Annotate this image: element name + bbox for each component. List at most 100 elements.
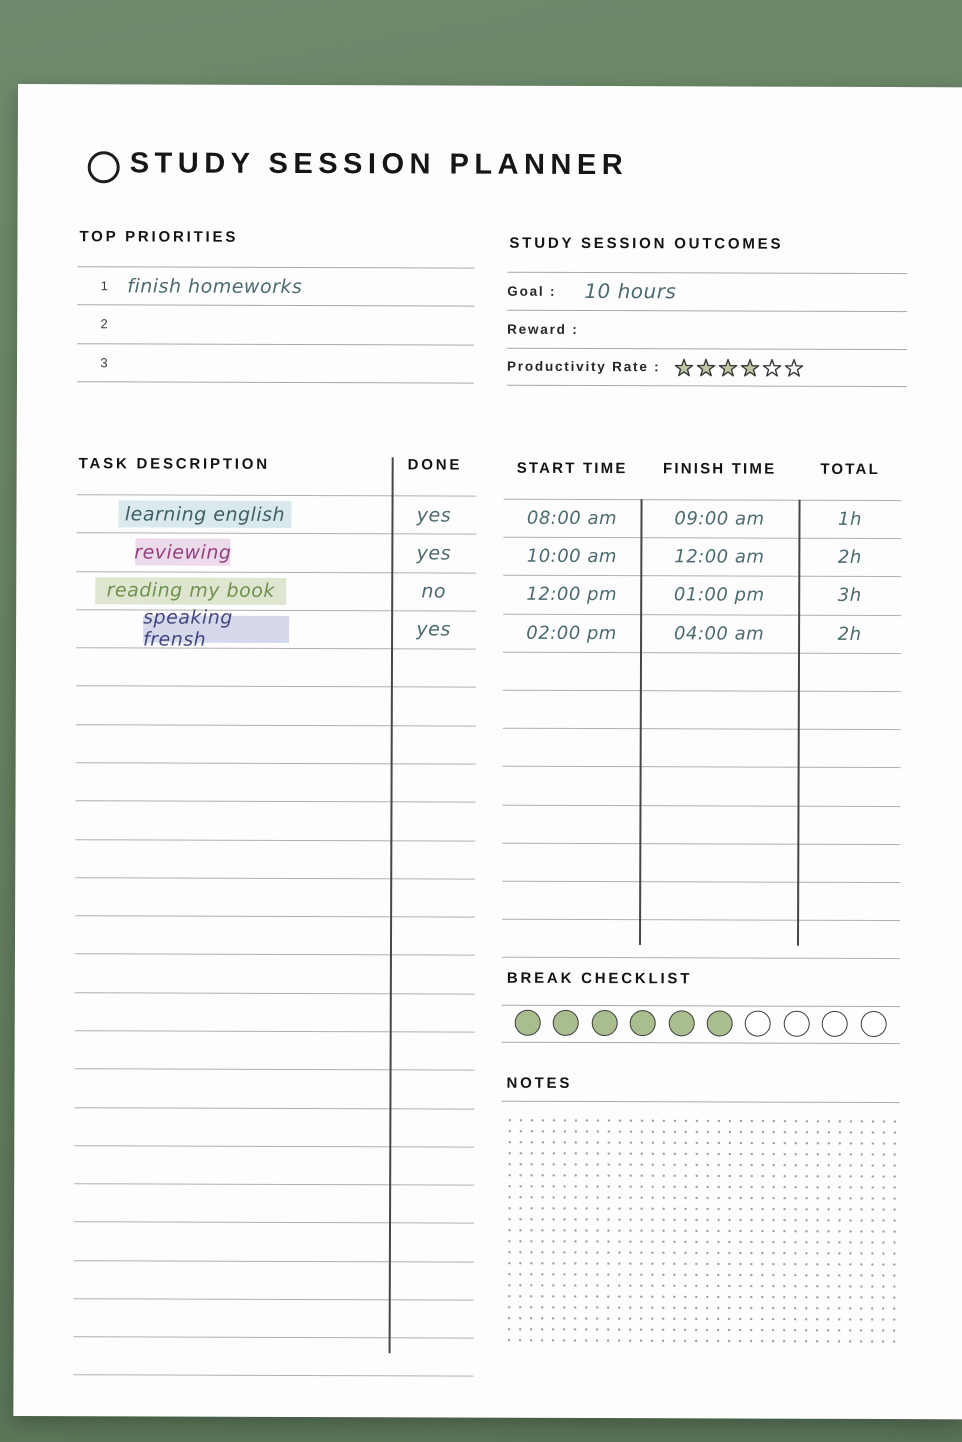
break-circle-empty[interactable] <box>745 1010 772 1037</box>
time-row[interactable]: 02:00 pm 04:00 am 2h <box>503 614 902 654</box>
star-empty-icon[interactable] <box>784 358 804 378</box>
time-row[interactable]: 10:00 am 12:00 am 2h <box>503 537 902 578</box>
planner-page: STUDY SESSION PLANNER TOP PRIORITIES 1 fi… <box>13 84 962 1420</box>
task-highlight: speaking frensh <box>143 607 290 651</box>
time-row-empty[interactable] <box>502 805 901 845</box>
star-filled-icon[interactable] <box>696 357 716 377</box>
productivity-label: Productivity Rate : <box>506 359 661 375</box>
task-row-empty[interactable] <box>74 1145 475 1186</box>
star-filled-icon[interactable] <box>718 357 738 377</box>
task-highlight: reviewing <box>134 538 231 567</box>
break-rule-bottom <box>501 1041 900 1045</box>
task-row[interactable]: speaking frensh yes <box>76 607 477 651</box>
task-row-empty[interactable] <box>73 1337 474 1378</box>
total-heading: TOTAL <box>820 460 880 479</box>
task-row[interactable]: reviewing yes <box>76 533 477 574</box>
outcomes-heading: STUDY SESSION OUTCOMES <box>509 234 784 253</box>
priority-text: finish homeworks <box>127 275 303 298</box>
task-row-empty[interactable] <box>75 763 476 803</box>
task-done-value: yes <box>416 504 452 527</box>
task-row-empty[interactable] <box>73 1299 474 1339</box>
task-highlight: learning english <box>118 500 292 529</box>
time-total: 3h <box>837 585 862 607</box>
reward-row[interactable]: Reward : <box>507 310 908 350</box>
task-done-value: yes <box>416 618 451 641</box>
time-row-empty[interactable] <box>502 690 901 731</box>
break-circle-filled[interactable] <box>706 1010 733 1037</box>
task-row-empty[interactable] <box>74 1184 475 1224</box>
break-circle-empty[interactable] <box>860 1010 887 1038</box>
task-row-empty[interactable] <box>74 954 475 995</box>
break-circle-filled[interactable] <box>668 1010 695 1037</box>
time-row-empty[interactable] <box>502 843 901 883</box>
time-row-empty[interactable] <box>502 881 901 922</box>
task-row-empty[interactable] <box>74 992 475 1033</box>
finish-time-heading: FINISH TIME <box>662 460 777 478</box>
task-heading: TASK DESCRIPTION <box>78 455 270 473</box>
break-circle-filled[interactable] <box>553 1009 580 1036</box>
task-row-empty[interactable] <box>75 878 476 918</box>
task-row-empty[interactable] <box>74 1031 475 1071</box>
task-row-empty[interactable] <box>73 1222 475 1263</box>
reward-label: Reward : <box>507 321 579 337</box>
productivity-row: Productivity Rate : <box>506 348 908 388</box>
task-row-empty[interactable] <box>74 1107 475 1148</box>
notes-dot-grid[interactable] <box>500 1111 901 1352</box>
priority-number: 1 <box>100 278 108 294</box>
star-filled-icon[interactable] <box>674 357 694 377</box>
task-row-empty[interactable] <box>75 648 477 689</box>
break-circle-empty[interactable] <box>821 1010 848 1037</box>
time-start: 10:00 am <box>526 546 617 568</box>
task-row-empty[interactable] <box>73 1260 474 1301</box>
productivity-stars[interactable] <box>674 357 804 377</box>
time-finish: 04:00 am <box>673 622 765 645</box>
task-row-empty[interactable] <box>75 839 476 880</box>
task-row-empty[interactable] <box>74 916 476 956</box>
notes-rule <box>501 1100 900 1104</box>
task-row-empty[interactable] <box>75 801 476 842</box>
break-circle-empty[interactable] <box>783 1010 810 1037</box>
goal-value: 10 hours <box>584 279 677 304</box>
task-row[interactable]: learning english yes <box>76 495 477 535</box>
time-row-empty[interactable] <box>501 919 901 960</box>
time-row-empty[interactable] <box>502 767 901 807</box>
time-start: 12:00 pm <box>526 584 618 606</box>
task-table: learning english yes reviewing yes reading m… <box>73 494 477 1378</box>
time-total: 2h <box>837 547 862 569</box>
priority-row[interactable]: 3 <box>76 343 475 384</box>
time-finish: 09:00 am <box>674 508 765 530</box>
break-circle-filled[interactable] <box>591 1010 618 1037</box>
time-row-empty[interactable] <box>502 728 901 769</box>
task-row[interactable]: reading my book no <box>76 571 477 612</box>
time-row-empty[interactable] <box>502 652 902 693</box>
task-highlight: reading my book <box>95 576 287 605</box>
done-heading: DONE <box>407 456 463 474</box>
time-row[interactable]: 08:00 am 09:00 am 1h <box>503 499 902 540</box>
priority-row[interactable]: 1 finish homeworks <box>77 267 475 307</box>
goal-row[interactable]: Goal : 10 hours <box>507 272 908 312</box>
task-done-value: no <box>421 580 447 603</box>
star-filled-icon[interactable] <box>740 358 760 378</box>
page-title: STUDY SESSION PLANNER <box>129 147 629 182</box>
priority-row[interactable]: 2 <box>77 305 475 346</box>
break-circle-filled[interactable] <box>629 1010 656 1037</box>
time-table: 08:00 am 09:00 am 1h 10:00 am 12:00 am 2h 12:0… <box>501 498 902 960</box>
start-time-heading: START TIME <box>516 459 628 478</box>
task-row-empty[interactable] <box>74 1069 475 1110</box>
time-start: 02:00 pm <box>526 622 617 644</box>
break-rule-top <box>501 1004 900 1008</box>
time-start: 08:00 am <box>526 507 618 530</box>
time-row[interactable]: 12:00 pm 01:00 pm 3h <box>503 576 902 616</box>
priorities-list: 1 finish homeworks 2 3 <box>76 266 475 384</box>
priorities-heading: TOP PRIORITIES <box>79 228 239 246</box>
notes-heading: NOTES <box>506 1074 573 1092</box>
star-empty-icon[interactable] <box>762 358 782 378</box>
priority-number: 3 <box>100 355 108 371</box>
task-done-value: yes <box>416 542 452 565</box>
task-row-empty[interactable] <box>75 686 476 727</box>
break-checklist-circles <box>514 1009 887 1038</box>
task-row-empty[interactable] <box>75 724 476 765</box>
time-finish: 12:00 am <box>674 546 765 568</box>
break-circle-filled[interactable] <box>514 1009 541 1036</box>
time-total: 1h <box>838 508 862 531</box>
